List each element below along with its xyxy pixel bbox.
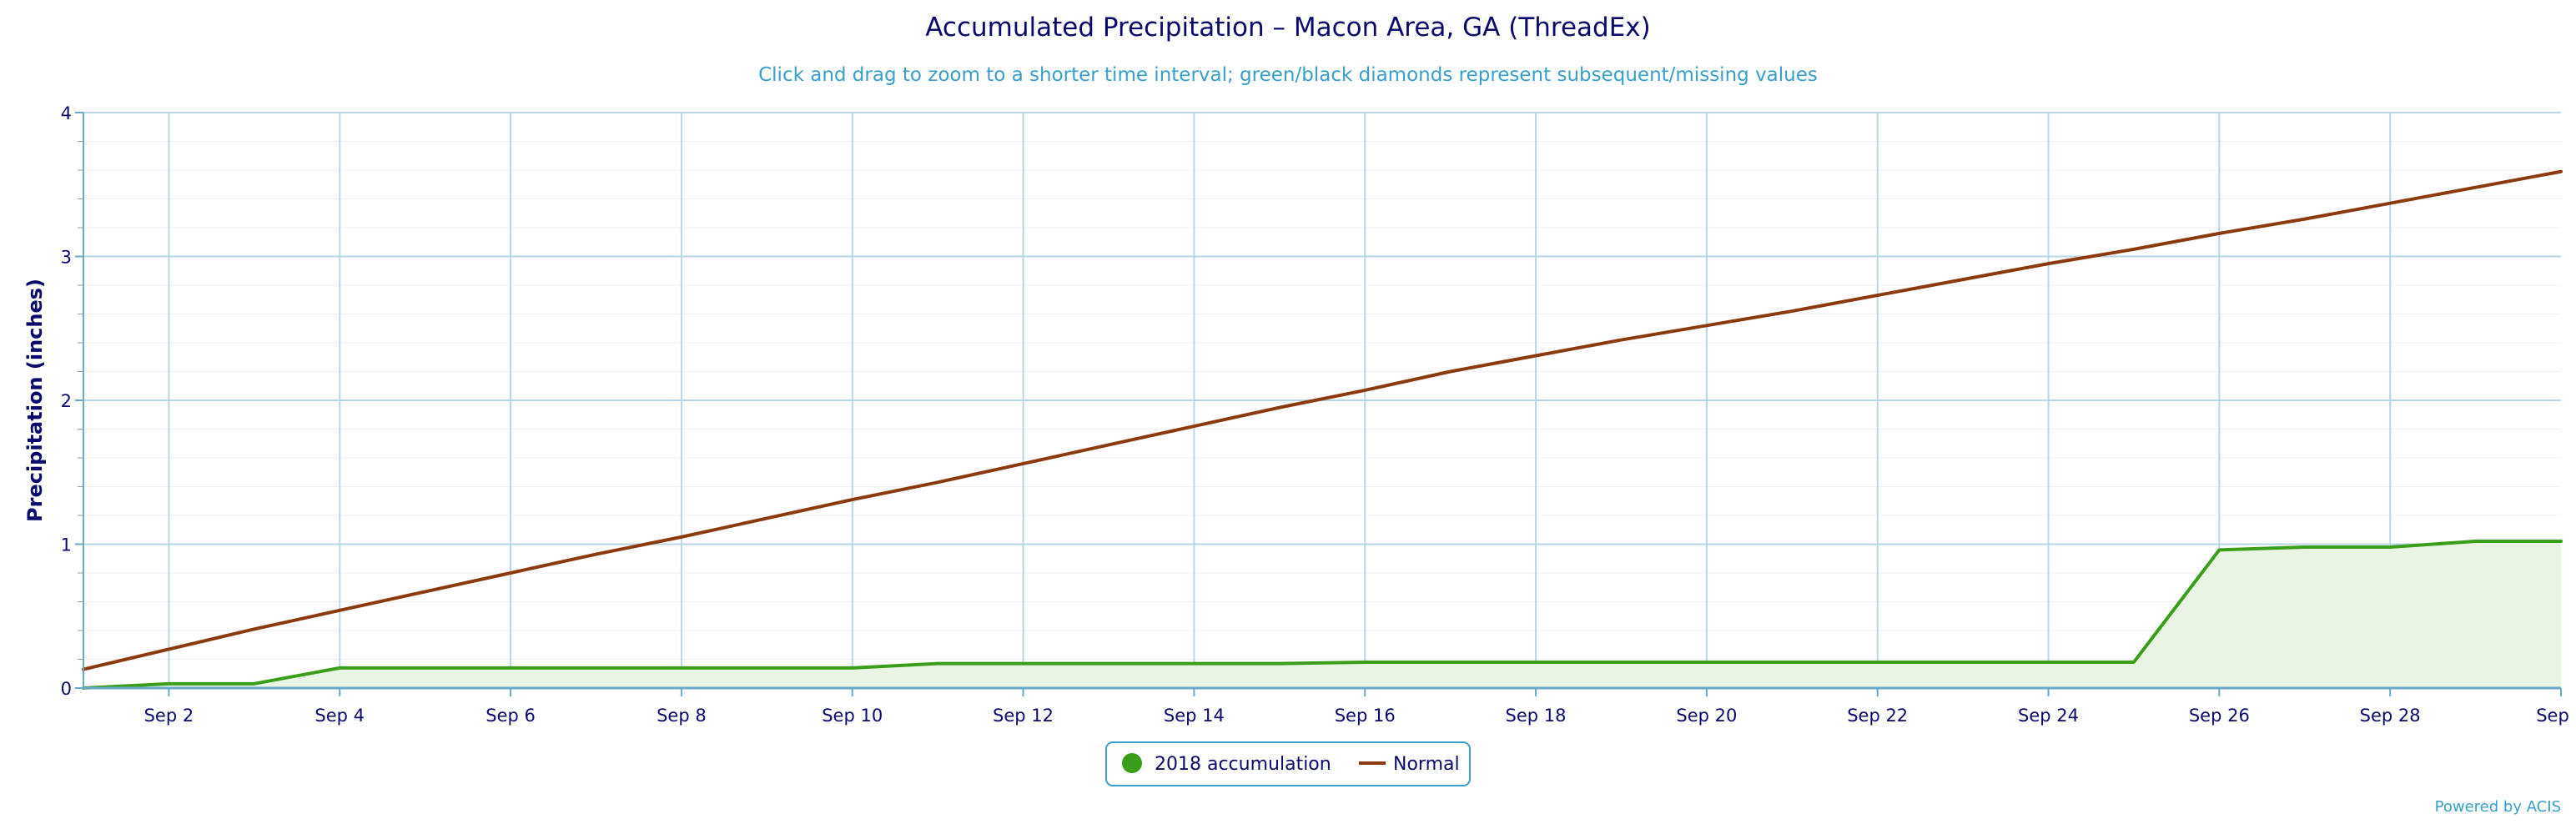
series-line-2018-accumulation[interactable] [82, 540, 2563, 690]
x-tick-label: Sep 18 [1506, 706, 1567, 726]
legend[interactable]: 2018 accumulation Normal [1105, 741, 1471, 786]
x-tick-label: Sep 3 [2536, 706, 2576, 726]
legend-frame [1105, 741, 1471, 786]
y-tick-label: 3 [61, 248, 72, 268]
y-tick-label: 2 [61, 391, 72, 411]
accumulation-area [83, 541, 2561, 688]
legend-item-2018-accumulation[interactable]: 2018 accumulation [1122, 753, 1331, 775]
x-tick-label: Sep 28 [2360, 706, 2421, 726]
x-tick-label: Sep 6 [486, 706, 536, 726]
x-tick-label: Sep 8 [657, 706, 707, 726]
x-tick-label: Sep 20 [1676, 706, 1737, 726]
y-tick-label: 1 [61, 535, 72, 555]
axes: 0 1 2 3 4 Sep 2 Sep 4 Sep 6 Sep 8 Sep 10 Sep 12 Sep… [61, 103, 2576, 726]
credit-link[interactable]: Powered by ACIS [2435, 798, 2561, 816]
series-lines[interactable] [82, 169, 2563, 690]
chart-title: Accumulated Precipitation – Macon Area, … [925, 13, 1650, 43]
accumulation-area-fill [83, 541, 2561, 688]
chart-subtitle: Click and drag to zoom to a shorter time… [758, 64, 1818, 86]
y-tick-label: 4 [61, 103, 72, 123]
x-tick-label: Sep 16 [1335, 706, 1396, 726]
legend-item-normal[interactable]: Normal [1359, 754, 1460, 775]
x-tick-label: Sep 10 [822, 706, 883, 726]
series-line-normal[interactable] [82, 169, 2563, 671]
x-tick-label: Sep 12 [993, 706, 1054, 726]
legend-label-2018-accumulation: 2018 accumulation [1155, 754, 1331, 775]
y-tick-label: 0 [61, 679, 72, 699]
legend-marker-2018-accumulation [1122, 753, 1142, 773]
y-axis-label: Precipitation (inches) [23, 279, 47, 522]
x-tick-label: Sep 14 [1164, 706, 1225, 726]
x-tick-label: Sep 24 [2018, 706, 2079, 726]
x-tick-label: Sep 4 [314, 706, 365, 726]
legend-label-normal: Normal [1393, 754, 1460, 775]
x-tick-label: Sep 2 [144, 706, 194, 726]
x-tick-label: Sep 26 [2189, 706, 2250, 726]
x-tick-label: Sep 22 [1847, 706, 1908, 726]
